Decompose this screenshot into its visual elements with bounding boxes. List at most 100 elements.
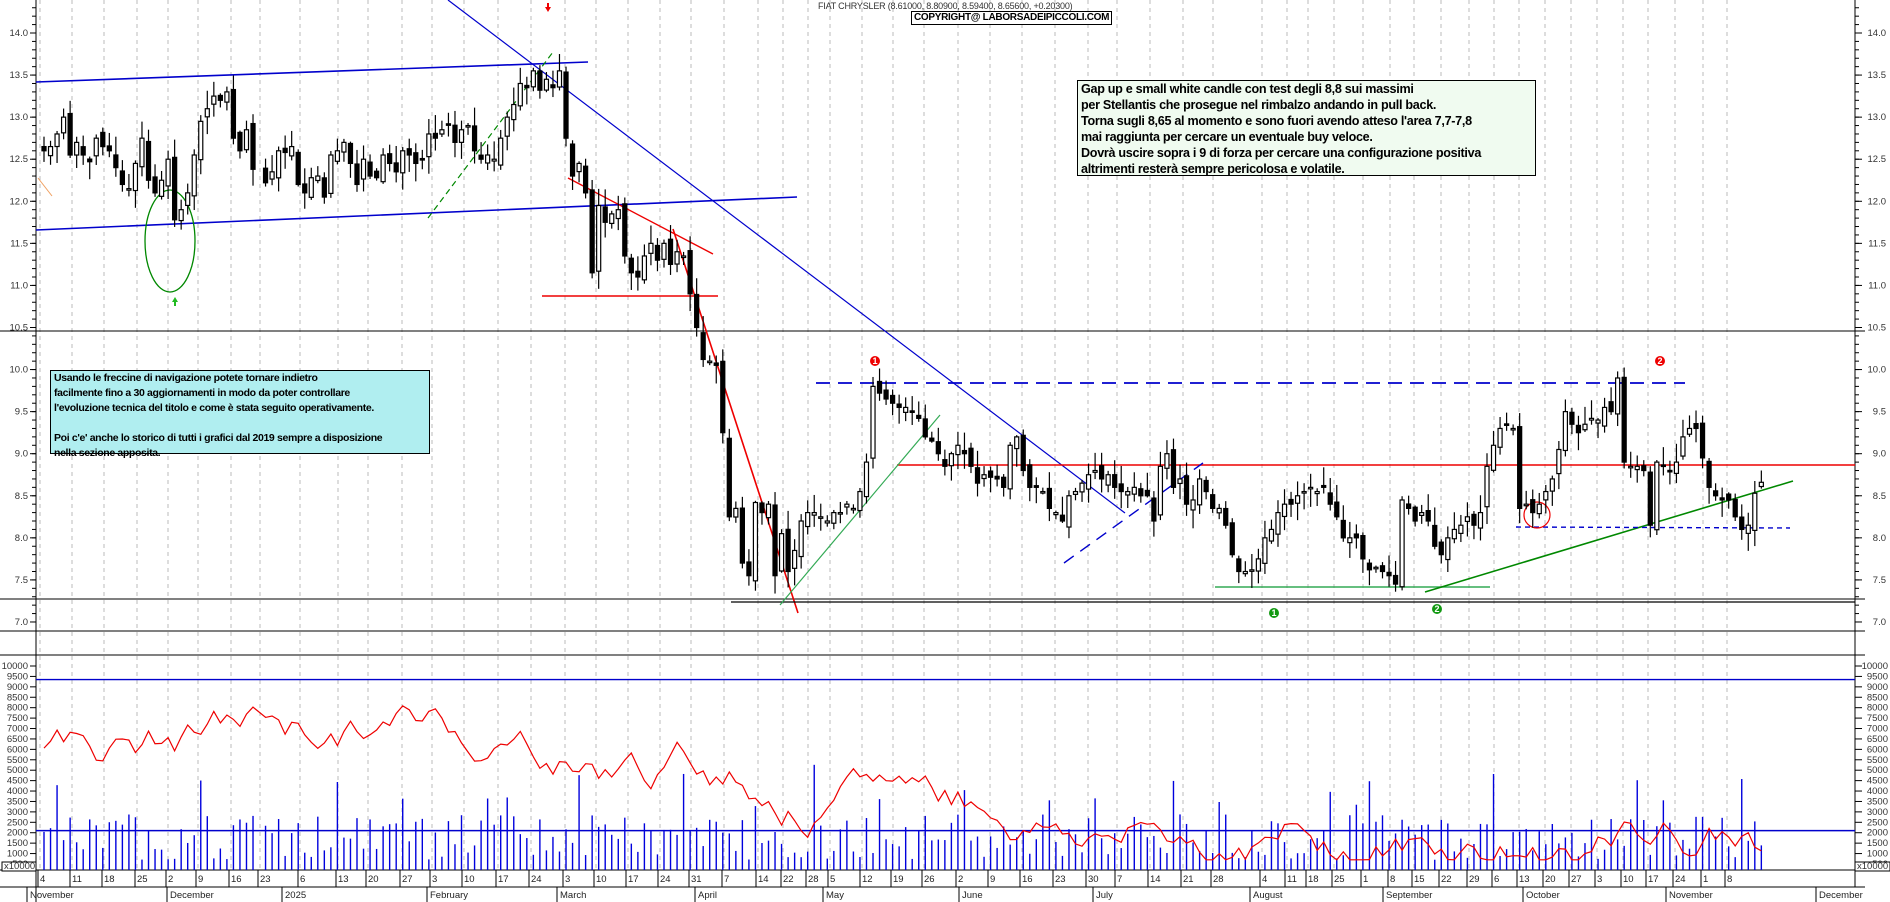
svg-text:18: 18 [104,874,115,885]
svg-text:23: 23 [1055,874,1066,885]
svg-text:12.0: 12.0 [1868,196,1887,207]
volume-oscillator-line [43,705,1762,861]
svg-text:1: 1 [1363,874,1368,885]
chart-title: FIAT CHRYSLER (8.61000, 8.80900, 8.59400… [818,1,1073,11]
svg-text:5500: 5500 [1867,755,1888,766]
svg-text:20: 20 [1545,874,1556,885]
svg-text:2500: 2500 [1867,817,1888,828]
svg-text:8.0: 8.0 [1873,533,1886,544]
svg-text:30: 30 [1088,874,1099,885]
svg-text:12.0: 12.0 [10,196,29,207]
svg-text:6: 6 [300,874,305,885]
svg-text:3: 3 [1597,874,1602,885]
copyright-label: COPYRIGHT@ LABORSADEIPICCOLI.COM [911,11,1113,25]
svg-text:9500: 9500 [1867,671,1888,682]
right-price-axis: 7.0 7.5 8.0 8.5 9.0 9.5 10.0 10.5 11.0 11.5 12.0 12… [1855,7,1887,628]
navigation-line: facilmente fino a 30 aggiornamenti in mo… [54,387,350,399]
svg-text:1000: 1000 [7,849,28,860]
candlestick-series [41,54,1764,594]
svg-text:10.5: 10.5 [10,322,29,333]
svg-text:March: March [560,890,586,901]
svg-text:25: 25 [137,874,148,885]
svg-text:27: 27 [402,874,413,885]
svg-text:15: 15 [1414,874,1425,885]
svg-text:9500: 9500 [7,671,28,682]
svg-text:21: 21 [1183,874,1194,885]
svg-text:5: 5 [830,874,835,885]
svg-text:2: 2 [958,874,963,885]
svg-text:11.5: 11.5 [10,238,28,249]
svg-text:18: 18 [1308,874,1319,885]
svg-text:2500: 2500 [7,817,28,828]
svg-text:November: November [30,890,74,901]
svg-text:14: 14 [758,874,769,885]
svg-text:9.0: 9.0 [15,449,28,460]
svg-text:2000: 2000 [1867,828,1888,839]
date-axis: 4 11 18 25 2 9 16 23 6 13 20 27 3 10 17 24 3 10 17 24 31 7 14 2… [26,870,1863,902]
svg-text:10.0: 10.0 [1868,365,1887,376]
svg-text:May: May [826,890,844,901]
svg-text:February: February [430,890,468,901]
svg-text:July: July [1096,890,1113,901]
svg-text:14.0: 14.0 [1868,28,1887,39]
svg-text:13.5: 13.5 [1868,70,1887,81]
navigation-line: Poi c'e' anche lo storico di tutti i gra… [54,432,383,444]
svg-text:11.5: 11.5 [1868,238,1886,249]
svg-text:7500: 7500 [7,713,28,724]
trendlines [35,0,1855,614]
svg-text:7.5: 7.5 [1873,575,1886,586]
svg-text:28: 28 [1213,874,1224,885]
svg-text:8500: 8500 [1867,692,1888,703]
svg-text:17: 17 [1648,874,1659,885]
svg-text:x10000: x10000 [1857,861,1888,872]
svg-text:3000: 3000 [1867,807,1888,818]
svg-text:September: September [1386,890,1432,901]
svg-text:9.5: 9.5 [15,407,28,418]
svg-text:6500: 6500 [1867,734,1888,745]
svg-text:24: 24 [1675,874,1686,885]
svg-text:12: 12 [862,874,873,885]
svg-text:1: 1 [1271,608,1276,618]
svg-text:27: 27 [1571,874,1582,885]
svg-text:10.0: 10.0 [10,365,29,376]
svg-text:2025: 2025 [285,890,306,901]
svg-text:4500: 4500 [1867,776,1888,787]
svg-text:9.0: 9.0 [1873,449,1886,460]
svg-text:11.0: 11.0 [1868,280,1886,291]
svg-text:4500: 4500 [7,776,28,787]
svg-text:9000: 9000 [1867,682,1888,693]
svg-text:22: 22 [1441,874,1452,885]
svg-text:1500: 1500 [7,838,28,849]
svg-text:3500: 3500 [1867,796,1888,807]
svg-text:17: 17 [628,874,639,885]
svg-text:20: 20 [368,874,379,885]
navigation-line: l'evoluzione tecnica del titolo e come è… [54,402,374,414]
svg-text:August: August [1253,890,1283,901]
svg-text:10.5: 10.5 [1868,322,1887,333]
svg-text:19: 19 [893,874,904,885]
navigation-note: Usando le freccine di navigazione potete… [50,370,430,459]
svg-text:10: 10 [596,874,607,885]
svg-text:17: 17 [498,874,509,885]
signal-markers: 1 2 1 2 [172,3,1665,618]
svg-text:4: 4 [40,874,45,885]
svg-text:3000: 3000 [7,807,28,818]
svg-text:7: 7 [724,874,729,885]
svg-text:7.0: 7.0 [15,617,28,628]
analysis-note: Gap up e small white candle con test deg… [1077,80,1536,176]
svg-text:3: 3 [432,874,437,885]
svg-text:April: April [698,890,717,901]
svg-text:11.0: 11.0 [10,280,28,291]
svg-text:22: 22 [783,874,794,885]
svg-text:6500: 6500 [7,734,28,745]
svg-text:10000: 10000 [1862,661,1888,672]
svg-text:10000: 10000 [2,661,28,672]
svg-text:13.0: 13.0 [10,112,29,123]
svg-text:7.5: 7.5 [15,575,28,586]
svg-text:4000: 4000 [1867,786,1888,797]
svg-text:3500: 3500 [7,796,28,807]
svg-text:8: 8 [1727,874,1732,885]
svg-text:2: 2 [168,874,173,885]
svg-text:12.5: 12.5 [10,154,29,165]
svg-text:8.5: 8.5 [1873,491,1886,502]
